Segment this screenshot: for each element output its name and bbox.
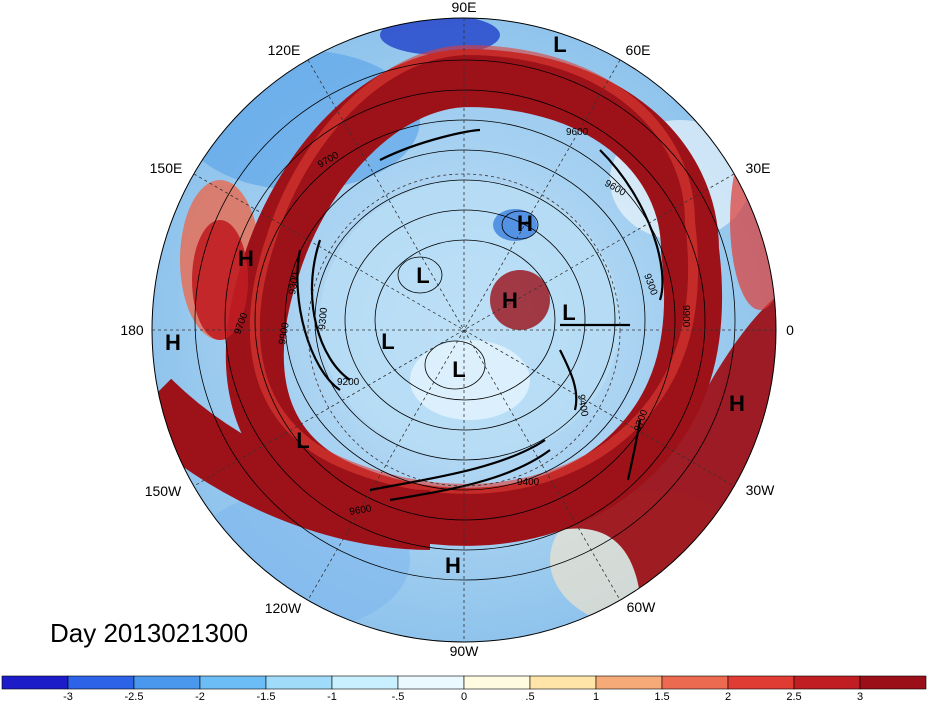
colorbar (1, 675, 927, 690)
low-center: L (416, 263, 429, 288)
lon-label-150e: 150E (150, 160, 183, 176)
lon-label-90e: 90E (452, 0, 477, 15)
contour-label: 9400 (517, 477, 540, 488)
colorbar-tick-label: -3 (63, 691, 73, 702)
high-center: H (502, 288, 518, 313)
contour-label: 9900 (680, 305, 691, 328)
colorbar-swatch (1, 675, 69, 690)
jet-contours (296, 128, 664, 502)
high-center: H (517, 211, 533, 236)
colorbar-tick-label: -2 (195, 691, 205, 702)
date-label: Day 2013021300 (50, 618, 249, 648)
colorbar-swatch (727, 675, 795, 690)
lon-label-90w: 90W (450, 643, 480, 659)
colorbar-swatch (397, 675, 465, 690)
colorbar-swatch (463, 675, 531, 690)
contour-label: 9600 (566, 127, 589, 138)
colorbar-tick-label: 1.5 (654, 691, 669, 702)
low-center: L (553, 32, 566, 57)
longitude-labels: 90E 60E 30E 0 30W 60W 90W 120W 150W 180 … (120, 0, 794, 659)
colorbar-tick-label: -1 (327, 691, 337, 702)
high-center: H (729, 391, 745, 416)
height-contours (194, 59, 736, 581)
colorbar-tick-label: 2.5 (786, 691, 801, 702)
graticule (152, 18, 776, 642)
colorbar-swatch (133, 675, 201, 690)
lon-label-30w: 30W (746, 482, 776, 498)
contour-label: 9300 (317, 307, 330, 331)
lon-label-60e: 60E (626, 42, 651, 58)
colorbar-swatch (595, 675, 663, 690)
contour-label: 9300 (287, 271, 302, 295)
colorbar-swatch (793, 675, 861, 690)
low-center: L (562, 300, 575, 325)
contour-label: 9600 (349, 503, 373, 518)
colorbar-swatch (331, 675, 399, 690)
colorbar-tick-label: -2.5 (125, 691, 144, 702)
high-center: H (165, 330, 181, 355)
lon-label-60w: 60W (627, 599, 657, 615)
contour-label: 9900 (277, 321, 292, 345)
colorbar-swatch (67, 675, 135, 690)
lon-label-120e: 120E (268, 42, 301, 58)
lon-label-180: 180 (120, 322, 144, 338)
high-center: H (445, 553, 461, 578)
high-center: H (238, 246, 254, 271)
lon-label-30e: 30E (746, 160, 771, 176)
colorbar-tick-label: -.5 (392, 691, 405, 702)
colorbar-labels: -3 -2.5 -2 -1.5 -1 -.5 0 .5 1 1.5 2 2.5 3 (63, 691, 863, 702)
low-center: L (296, 428, 309, 453)
pressure-centers: L H H L H L H L L H L H (165, 32, 745, 578)
colorbar-tick-label: 1 (593, 691, 599, 702)
lon-label-0: 0 (786, 322, 794, 338)
colorbar-swatch (859, 675, 927, 690)
colorbar-tick-label: -1.5 (257, 691, 276, 702)
colorbar-tick-label: 0 (461, 691, 467, 702)
colorbar-tick-label: .5 (525, 691, 534, 702)
low-center: L (452, 357, 465, 382)
contour-labels: 9600 9700 9700 9300 9300 9200 9900 9400 … (232, 127, 691, 518)
contour-label: 9200 (337, 377, 360, 388)
lon-label-120w: 120W (265, 600, 302, 616)
low-center: L (381, 329, 394, 354)
colorbar-swatch (199, 675, 267, 690)
colorbar-swatch (529, 675, 597, 690)
colorbar-swatch (661, 675, 729, 690)
colorbar-tick-label: 3 (857, 691, 863, 702)
contour-label: 9400 (575, 394, 590, 418)
lon-label-150w: 150W (145, 483, 182, 499)
colorbar-tick-label: 2 (725, 691, 731, 702)
colorbar-swatch (265, 675, 333, 690)
